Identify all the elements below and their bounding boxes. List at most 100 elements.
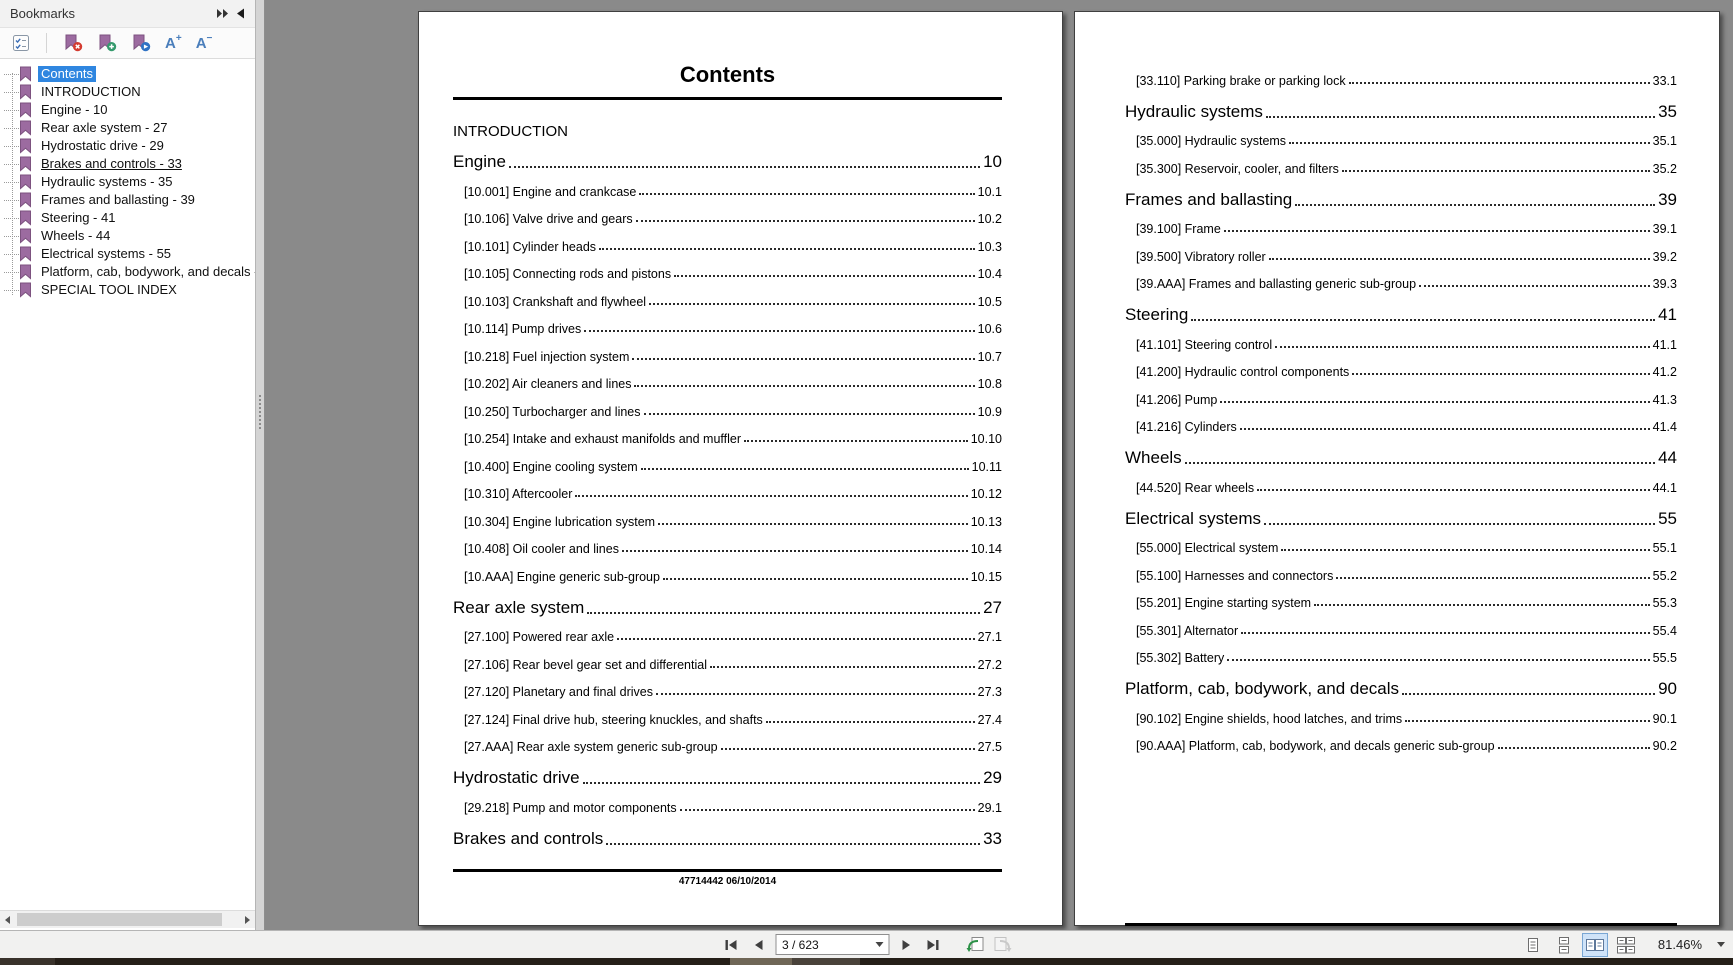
bookmark-label[interactable]: Hydrostatic drive - 29	[41, 138, 164, 153]
bookmark-label[interactable]: SPECIAL TOOL INDEX	[41, 282, 177, 297]
bookmark-icon	[19, 228, 34, 244]
toc-row: [90.AAA] Platform, cab, bodywork, and de…	[1125, 732, 1677, 760]
zoom-level-value[interactable]: 81.46%	[1657, 937, 1702, 952]
toc-row: [29.218] Pump and motor components 29.1	[453, 793, 1002, 821]
page-number-value[interactable]: 3 / 623	[782, 937, 819, 952]
bookmark-item[interactable]: Contents	[0, 65, 255, 83]
toc-page-number: 10	[983, 152, 1002, 171]
zoom-dropdown-caret-icon[interactable]	[1717, 942, 1725, 947]
toc-page-number: 55	[1658, 508, 1677, 528]
dot-leader	[765, 720, 975, 723]
bookmark-label[interactable]: INTRODUCTION	[41, 84, 141, 99]
toc-row: [44.520] Rear wheels 44.1	[1125, 473, 1677, 501]
last-page-icon[interactable]	[923, 935, 943, 955]
toc-row: Hydrostatic drive 29	[453, 762, 1002, 793]
bookmark-item[interactable]: Frames and ballasting - 39	[0, 191, 255, 209]
tree-connector	[4, 73, 19, 75]
first-page-icon[interactable]	[721, 935, 741, 955]
bookmark-label[interactable]: Frames and ballasting - 39	[41, 192, 195, 207]
bookmark-item[interactable]: INTRODUCTION	[0, 83, 255, 101]
bookmark-label[interactable]: Electrical systems - 55	[41, 246, 172, 261]
new-bookmark-icon[interactable]	[97, 32, 117, 54]
next-view-icon[interactable]	[992, 935, 1012, 955]
toc-row: Engine 10	[453, 146, 1002, 177]
two-page-continuous-view-icon[interactable]	[1613, 933, 1639, 957]
panel-options-chevrons-icon[interactable]	[213, 6, 231, 22]
toc-page-number: 39.1	[1652, 222, 1677, 236]
toc-label: [41.206] Pump	[1136, 392, 1218, 407]
bookmark-item[interactable]: Platform, cab, bodywork, and decals -	[0, 263, 255, 281]
toc-page-number: 35	[1658, 101, 1677, 121]
bookmarks-horizontal-scrollbar[interactable]	[0, 910, 255, 928]
previous-view-icon[interactable]	[965, 935, 985, 955]
bookmark-item[interactable]: Electrical systems - 55	[0, 245, 255, 263]
dot-leader	[606, 842, 981, 845]
toc-label: Rear axle system	[453, 597, 585, 617]
panel-splitter[interactable]	[255, 0, 265, 930]
toc-label: [55.000] Electrical system	[1136, 541, 1279, 555]
toc-page-number: 10.8	[977, 377, 1002, 391]
bookmarks-toolbar: A+ A−	[0, 28, 255, 59]
bookmark-label[interactable]: Steering - 41	[41, 210, 116, 225]
toc-page-number: 33.1	[1652, 73, 1677, 88]
dot-leader	[639, 192, 975, 195]
bookmark-options-icon[interactable]	[12, 32, 30, 54]
previous-page-icon[interactable]	[748, 935, 768, 955]
page-footer: 47714442 06/10/2014	[453, 869, 1002, 887]
toc-page-number: 27.5	[977, 740, 1002, 754]
continuous-view-icon[interactable]	[1551, 933, 1577, 957]
toc-page-number: 39.2	[1652, 249, 1677, 264]
single-page-view-icon[interactable]	[1520, 933, 1546, 957]
bookmark-label[interactable]: Contents	[38, 66, 97, 82]
delete-bookmark-icon[interactable]	[63, 32, 83, 54]
scroll-right-icon[interactable]	[240, 911, 255, 928]
bookmark-label[interactable]: Wheels - 44	[41, 228, 111, 243]
bookmark-item[interactable]: SPECIAL TOOL INDEX	[0, 281, 255, 299]
dot-leader	[621, 550, 968, 552]
toc-label: Hydraulic systems	[1125, 101, 1263, 121]
collapse-panel-icon[interactable]	[231, 6, 249, 22]
bookmark-label[interactable]: Platform, cab, bodywork, and decals -	[41, 264, 255, 279]
page-right: [33.110] Parking brake or parking lock 3…	[1074, 11, 1720, 926]
toc-row: [41.200] Hydraulic control components 41.…	[1125, 358, 1677, 386]
increase-text-size-icon[interactable]: A+	[165, 33, 182, 52]
two-page-view-icon[interactable]	[1581, 932, 1608, 957]
bookmark-item[interactable]: Rear axle system - 27	[0, 119, 255, 137]
page-dropdown-caret-icon[interactable]	[875, 942, 883, 947]
bookmark-item[interactable]: Steering - 41	[0, 209, 255, 227]
bookmark-label[interactable]: Brakes and controls - 33	[41, 156, 182, 171]
bookmark-icon	[19, 282, 34, 298]
dot-leader	[1405, 719, 1650, 722]
toc-page-number: 41.1	[1652, 337, 1677, 352]
dot-leader	[582, 782, 981, 784]
scroll-left-icon[interactable]	[0, 911, 15, 928]
toc-label: [29.218] Pump and motor components	[464, 800, 677, 815]
bookmark-label[interactable]: Rear axle system - 27	[41, 120, 168, 135]
document-area: Contents INTRODUCTION Engine 10 [10.001] En…	[265, 0, 1733, 930]
dot-leader	[720, 748, 975, 750]
bookmark-item[interactable]: Hydrostatic drive - 29	[0, 137, 255, 155]
decrease-text-size-icon[interactable]: A−	[195, 33, 213, 52]
tree-connector	[4, 181, 19, 183]
toc-page-number: 10.1	[977, 184, 1002, 199]
scrollbar-thumb[interactable]	[17, 913, 222, 926]
toc-row: [55.000] Electrical system 55.1	[1125, 534, 1677, 562]
toc-label: [55.302] Battery	[1136, 651, 1225, 665]
toc-label: [27.124] Final drive hub, steering knuck…	[464, 712, 763, 727]
bookmark-item[interactable]: Brakes and controls - 33	[0, 155, 255, 173]
bookmark-item[interactable]: Engine - 10	[0, 101, 255, 119]
bookmark-item[interactable]: Hydraulic systems - 35	[0, 173, 255, 191]
page-number-field[interactable]: 3 / 623	[775, 934, 889, 955]
toc-page-number: 90.1	[1652, 711, 1677, 726]
dot-leader	[632, 357, 975, 360]
toc-row: [10.001] Engine and crankcase 10.1	[453, 177, 1002, 205]
toc-row: [55.201] Engine starting system 55.3	[1125, 589, 1677, 617]
locate-bookmark-icon[interactable]	[131, 32, 151, 54]
next-page-icon[interactable]	[896, 935, 916, 955]
dot-leader	[649, 302, 975, 305]
bookmark-item[interactable]: Wheels - 44	[0, 227, 255, 245]
bookmark-label[interactable]: Hydraulic systems - 35	[41, 174, 173, 189]
toc-page-number: 10.4	[977, 267, 1002, 281]
bookmark-label[interactable]: Engine - 10	[41, 102, 108, 117]
